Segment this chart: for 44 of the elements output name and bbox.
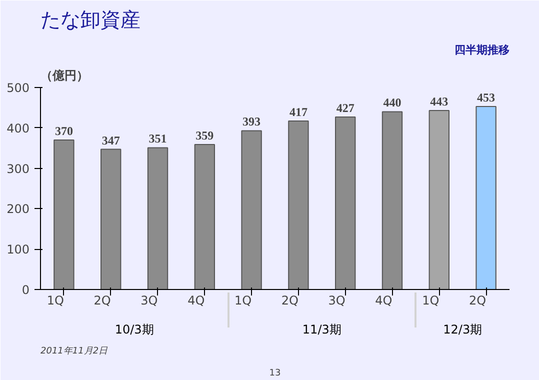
data-label: 351: [148, 132, 167, 146]
text: 12/3期: [443, 322, 482, 336]
y-tick-label: 300: [6, 162, 30, 176]
data-label: 417: [289, 105, 308, 120]
y-tick-label: 400: [6, 121, 30, 136]
bar: [428, 110, 450, 290]
data-label: 393: [242, 114, 261, 129]
bar: [147, 147, 168, 290]
y-axis-title: （億円）: [40, 68, 88, 82]
data-label: 440: [383, 96, 402, 110]
bar: [335, 116, 356, 290]
data-label: 427: [336, 100, 354, 115]
chart-subtitle: 四半期推移: [454, 44, 510, 56]
bar: [288, 120, 309, 290]
x-tick-label: 3Q: [140, 294, 158, 308]
x-tick-label: 3Q: [328, 294, 346, 308]
bar: [382, 111, 403, 290]
x-tick-label: 1Q: [422, 294, 440, 308]
bar: [476, 106, 496, 290]
data-label: 347: [102, 133, 120, 148]
y-tick-label: 0: [22, 283, 30, 297]
data-label: 370: [54, 124, 73, 138]
y-tick-label: 200: [6, 202, 30, 216]
x-tick-label: 4Q: [375, 294, 392, 308]
text: 2011年11月2日: [40, 346, 109, 356]
x-tick-label: 2Q: [94, 294, 111, 308]
text: 10/3期: [114, 322, 154, 336]
y-tick-label: 100: [6, 242, 30, 257]
x-tick-label: 2Q: [281, 294, 298, 308]
chart-title: たな卸資産: [40, 8, 140, 32]
data-label: 453: [477, 90, 496, 104]
x-tick-label: 2Q: [468, 294, 486, 308]
bar: [194, 144, 215, 290]
text: 13: [269, 368, 281, 378]
bar: [100, 148, 122, 290]
x-tick-label: 4Q: [188, 294, 205, 308]
bar: [241, 130, 262, 290]
y-tick-label: 500: [6, 81, 30, 95]
text: 11/3期: [302, 322, 342, 336]
x-tick-label: 1Q: [234, 294, 252, 308]
data-label: 359: [196, 128, 214, 142]
bar: [54, 140, 74, 290]
data-label: 443: [430, 94, 448, 109]
x-tick-label: 1Q: [46, 294, 64, 308]
